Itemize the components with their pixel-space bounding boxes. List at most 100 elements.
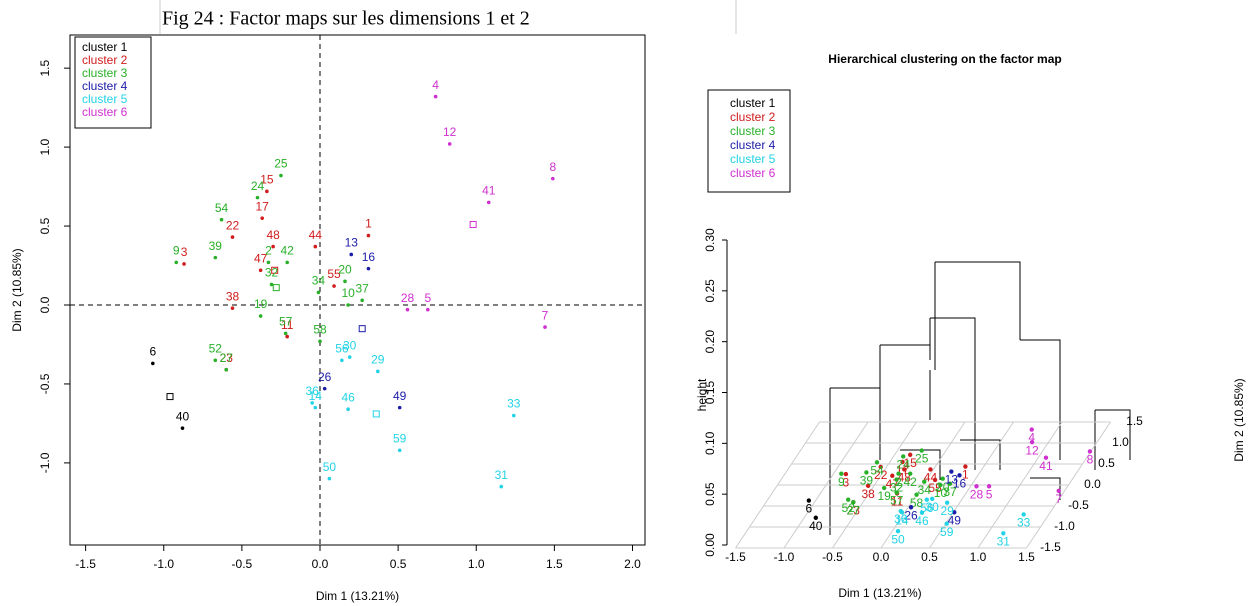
point-label: 30 xyxy=(343,338,357,352)
point-label: 23 xyxy=(847,503,861,517)
point-label: 25 xyxy=(915,452,929,466)
x-tick-label: 1.0 xyxy=(970,550,987,564)
point-label: 7 xyxy=(1055,492,1062,506)
point xyxy=(269,282,274,287)
point-label: 55 xyxy=(327,267,341,281)
cluster-center xyxy=(469,220,477,228)
floor-grid-line xyxy=(977,421,1063,549)
point-label: 4 xyxy=(1028,431,1035,445)
z-tick-label: 0.20 xyxy=(703,330,717,354)
point-label: 46 xyxy=(915,514,929,528)
point xyxy=(938,482,943,488)
legend-entry: cluster 3 xyxy=(82,66,128,80)
point xyxy=(213,255,218,260)
point xyxy=(346,407,350,412)
point-label: 12 xyxy=(443,125,457,139)
point xyxy=(224,367,229,372)
point-label: 9 xyxy=(838,475,845,489)
point xyxy=(806,498,812,503)
point xyxy=(813,515,818,520)
point-label: 11 xyxy=(281,318,294,332)
chart-title: Hierarchical clustering on the factor ma… xyxy=(828,52,1061,66)
point xyxy=(907,471,913,476)
x-axis-label: Dim 1 (13.21%) xyxy=(838,586,921,600)
point xyxy=(397,448,402,453)
point xyxy=(316,290,321,295)
point xyxy=(890,473,895,478)
point-label: 39 xyxy=(209,239,223,253)
point-label: 22 xyxy=(226,218,240,232)
point-label: 31 xyxy=(997,534,1011,548)
point-label: 14 xyxy=(309,389,323,403)
cluster-center xyxy=(166,393,174,401)
point xyxy=(1001,531,1006,536)
point xyxy=(894,490,899,495)
point-label: 11 xyxy=(891,495,904,509)
point-label: 56 xyxy=(335,341,349,355)
y-tick-label: -0.5 xyxy=(38,373,52,394)
point-label: 37 xyxy=(356,281,370,295)
y-tick-label: -1.5 xyxy=(1040,540,1061,554)
point-label: 54 xyxy=(870,463,884,477)
y-tick-label: 1.0 xyxy=(1112,435,1129,449)
point-label: 27 xyxy=(847,503,861,517)
point-label: 29 xyxy=(371,352,385,366)
x-tick-label: 0.5 xyxy=(390,557,407,571)
point-label: 36 xyxy=(894,512,908,526)
point-label: 25 xyxy=(274,157,288,171)
point xyxy=(347,355,352,359)
point-label: 59 xyxy=(393,431,407,445)
x-tick-label: 0.0 xyxy=(873,550,890,564)
legend-entry: cluster 6 xyxy=(730,166,776,180)
cluster-center xyxy=(358,325,366,333)
point xyxy=(310,401,314,405)
point-label: 10 xyxy=(341,286,355,300)
point xyxy=(447,142,452,146)
point-label: 23 xyxy=(220,351,234,365)
y-tick-label: -1.0 xyxy=(1054,519,1075,533)
x-tick-label: 1.5 xyxy=(546,557,563,571)
point-label: 3 xyxy=(843,475,850,489)
x-tick-label: -1.5 xyxy=(725,550,746,564)
point xyxy=(1056,488,1061,494)
point-label: 34 xyxy=(918,483,932,497)
point-label: 17 xyxy=(256,199,270,213)
point-label: 57 xyxy=(890,494,904,508)
point-label: 33 xyxy=(507,397,521,411)
x-tick-label: -1.0 xyxy=(153,557,174,571)
x-tick-label: 2.0 xyxy=(624,557,641,571)
point-label: 33 xyxy=(1017,516,1031,530)
point xyxy=(896,471,901,476)
point xyxy=(332,284,336,288)
z-axis-label: height xyxy=(695,378,709,411)
point xyxy=(919,510,925,515)
point-label: 44 xyxy=(309,228,323,242)
x-axis-label: Dim 1 (13.21%) xyxy=(316,589,399,603)
legend-entry: cluster 1 xyxy=(730,96,776,110)
point-label: 26 xyxy=(318,370,332,384)
point xyxy=(1029,439,1035,445)
point-label: 13 xyxy=(945,473,959,487)
point xyxy=(919,448,924,453)
point-label: 50 xyxy=(323,460,337,474)
point-label: 1 xyxy=(365,217,372,231)
point xyxy=(924,497,929,502)
point xyxy=(846,497,851,502)
y-tick-label: 0.0 xyxy=(1084,477,1101,491)
point-label: 52 xyxy=(209,341,223,355)
point xyxy=(952,510,957,515)
legend-entry: cluster 4 xyxy=(82,79,128,93)
y-tick-label: 0.0 xyxy=(38,296,52,313)
point xyxy=(376,369,380,374)
x-tick-label: 1.5 xyxy=(1018,550,1035,564)
point xyxy=(349,252,354,257)
point xyxy=(230,235,235,239)
point xyxy=(258,268,263,273)
point-label: 15 xyxy=(260,172,274,186)
point xyxy=(511,413,516,418)
point xyxy=(426,307,430,312)
point xyxy=(947,481,953,486)
legend-entry: cluster 6 xyxy=(82,105,128,119)
y-tick-label: 1.5 xyxy=(1126,414,1143,428)
point xyxy=(313,244,318,249)
